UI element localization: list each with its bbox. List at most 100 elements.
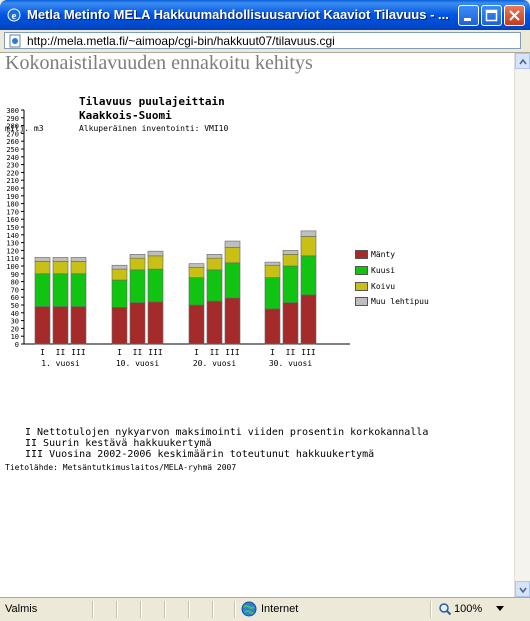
bar-segment [264, 277, 281, 310]
bar-segment [52, 257, 69, 262]
bar-segment [264, 308, 281, 345]
bar-segment [206, 300, 223, 345]
y-tick-label: 60 [11, 294, 19, 302]
bar-label: III [148, 348, 163, 357]
bar-segment [188, 267, 205, 278]
bar-segment [300, 230, 317, 237]
window-title: Metla Metinfo MELA Hakkuumahdollisuusarv… [27, 7, 449, 22]
bar-segment [70, 261, 87, 275]
status-divider [116, 601, 118, 618]
y-tick-label: 300 [6, 107, 19, 115]
bar-segment [300, 255, 317, 296]
chart-region: Kaakkois-Suomi [79, 109, 172, 122]
bar-segment [70, 306, 87, 345]
status-divider [92, 601, 94, 618]
legend-label: Kuusi [371, 266, 396, 275]
bar-segment [188, 277, 205, 306]
bar-segment [206, 257, 223, 271]
group-label: 10. vuosi [116, 359, 160, 368]
legend-label: Muu lehtipuu [371, 297, 429, 306]
y-tick-label: 40 [11, 310, 19, 318]
scroll-up-button[interactable] [515, 53, 530, 69]
zoom-level: 100% [454, 603, 483, 615]
y-tick-label: 10 [11, 333, 19, 341]
maximize-icon [485, 9, 498, 22]
close-button[interactable] [504, 5, 525, 26]
maximize-button[interactable] [481, 5, 502, 26]
legend-swatch-kuusi [355, 266, 368, 275]
svg-text:e: e [12, 10, 17, 22]
bar-segment [34, 257, 51, 262]
chevron-up-icon [519, 58, 527, 65]
y-tick-label: 120 [6, 247, 19, 255]
bar-segment [188, 304, 205, 345]
chevron-down-icon [519, 587, 527, 594]
y-tick-label: 210 [6, 177, 19, 185]
bar-segment [147, 250, 164, 257]
zoom-magnifier-icon [439, 603, 452, 616]
zoom-control[interactable]: 100% [436, 600, 516, 619]
group-label: 20. vuosi [193, 359, 237, 368]
bar-segment [206, 269, 223, 302]
minimize-icon [464, 18, 471, 21]
y-tick-label: 240 [6, 154, 19, 162]
bar-segment [52, 273, 69, 307]
y-tick-label: 90 [11, 271, 19, 279]
bar-segment [264, 264, 281, 279]
y-tick-label: 250 [6, 146, 19, 154]
vertical-scrollbar[interactable] [514, 53, 530, 597]
bar-segment [70, 273, 87, 307]
bar-label: I [40, 348, 45, 357]
y-tick-label: 230 [6, 162, 19, 170]
y-tick-label: 20 [11, 325, 19, 333]
legend-label: Mänty [371, 250, 396, 259]
bar-segment [111, 264, 128, 270]
y-tick-label: 180 [6, 201, 19, 209]
note-line: III Vuosina 2002-2006 keskimäärin toteut… [25, 449, 375, 460]
y-tick-label: 70 [11, 286, 19, 294]
bar-label: III [301, 348, 316, 357]
window-titlebar[interactable]: e Metla Metinfo MELA Hakkuumahdollisuusa… [0, 0, 530, 30]
minimize-button[interactable] [458, 5, 479, 26]
legend-label: Koivu [371, 282, 396, 291]
bar-segment [52, 261, 69, 275]
url-field[interactable]: http://mela.metla.fi/~aimoap/cgi-bin/hak… [4, 32, 521, 49]
page-heading: Kokonaistilavuuden ennakoitu kehitys [5, 53, 313, 74]
bar-label: I [117, 348, 122, 357]
y-tick-label: 30 [11, 318, 19, 326]
y-tick-label: 50 [11, 302, 19, 310]
bar-segment [52, 306, 69, 345]
bar-segment [111, 279, 128, 308]
status-divider [164, 601, 166, 618]
bar-segment [129, 254, 146, 259]
bar-segment [282, 265, 299, 303]
chart-title: Tilavuus puulajeittain [79, 95, 225, 108]
bar-label: II [56, 348, 66, 357]
bar-label: I [270, 348, 275, 357]
legend-swatch-muu [355, 297, 368, 306]
bar-segment [34, 273, 51, 307]
bar-segment [282, 250, 299, 255]
note-line: I Nettotulojen nykyarvon maksimointi vii… [25, 427, 429, 438]
y-tick-label: 290 [6, 115, 19, 123]
globe-icon [241, 601, 257, 617]
y-tick-label: 200 [6, 185, 19, 193]
bar-segment [147, 301, 164, 345]
status-divider [430, 601, 432, 618]
legend-swatch-manty [355, 250, 368, 259]
bar-segment [111, 307, 128, 345]
bar-segment [147, 268, 164, 303]
scroll-down-button[interactable] [515, 581, 530, 597]
chart-area: 0102030405060708090100110120130140150160… [6, 107, 350, 368]
bar-label: II [133, 348, 143, 357]
bar-segment [224, 262, 241, 299]
bar-segment [188, 263, 205, 268]
status-bar: Valmis Internet 100% [0, 597, 530, 621]
bar-segment [224, 246, 241, 264]
bar-segment [282, 254, 299, 267]
bar-segment [300, 236, 317, 257]
status-divider [188, 601, 190, 618]
address-bar: http://mela.metla.fi/~aimoap/cgi-bin/hak… [0, 30, 530, 53]
bar-segment [129, 269, 146, 303]
bar-label: I [194, 348, 199, 357]
